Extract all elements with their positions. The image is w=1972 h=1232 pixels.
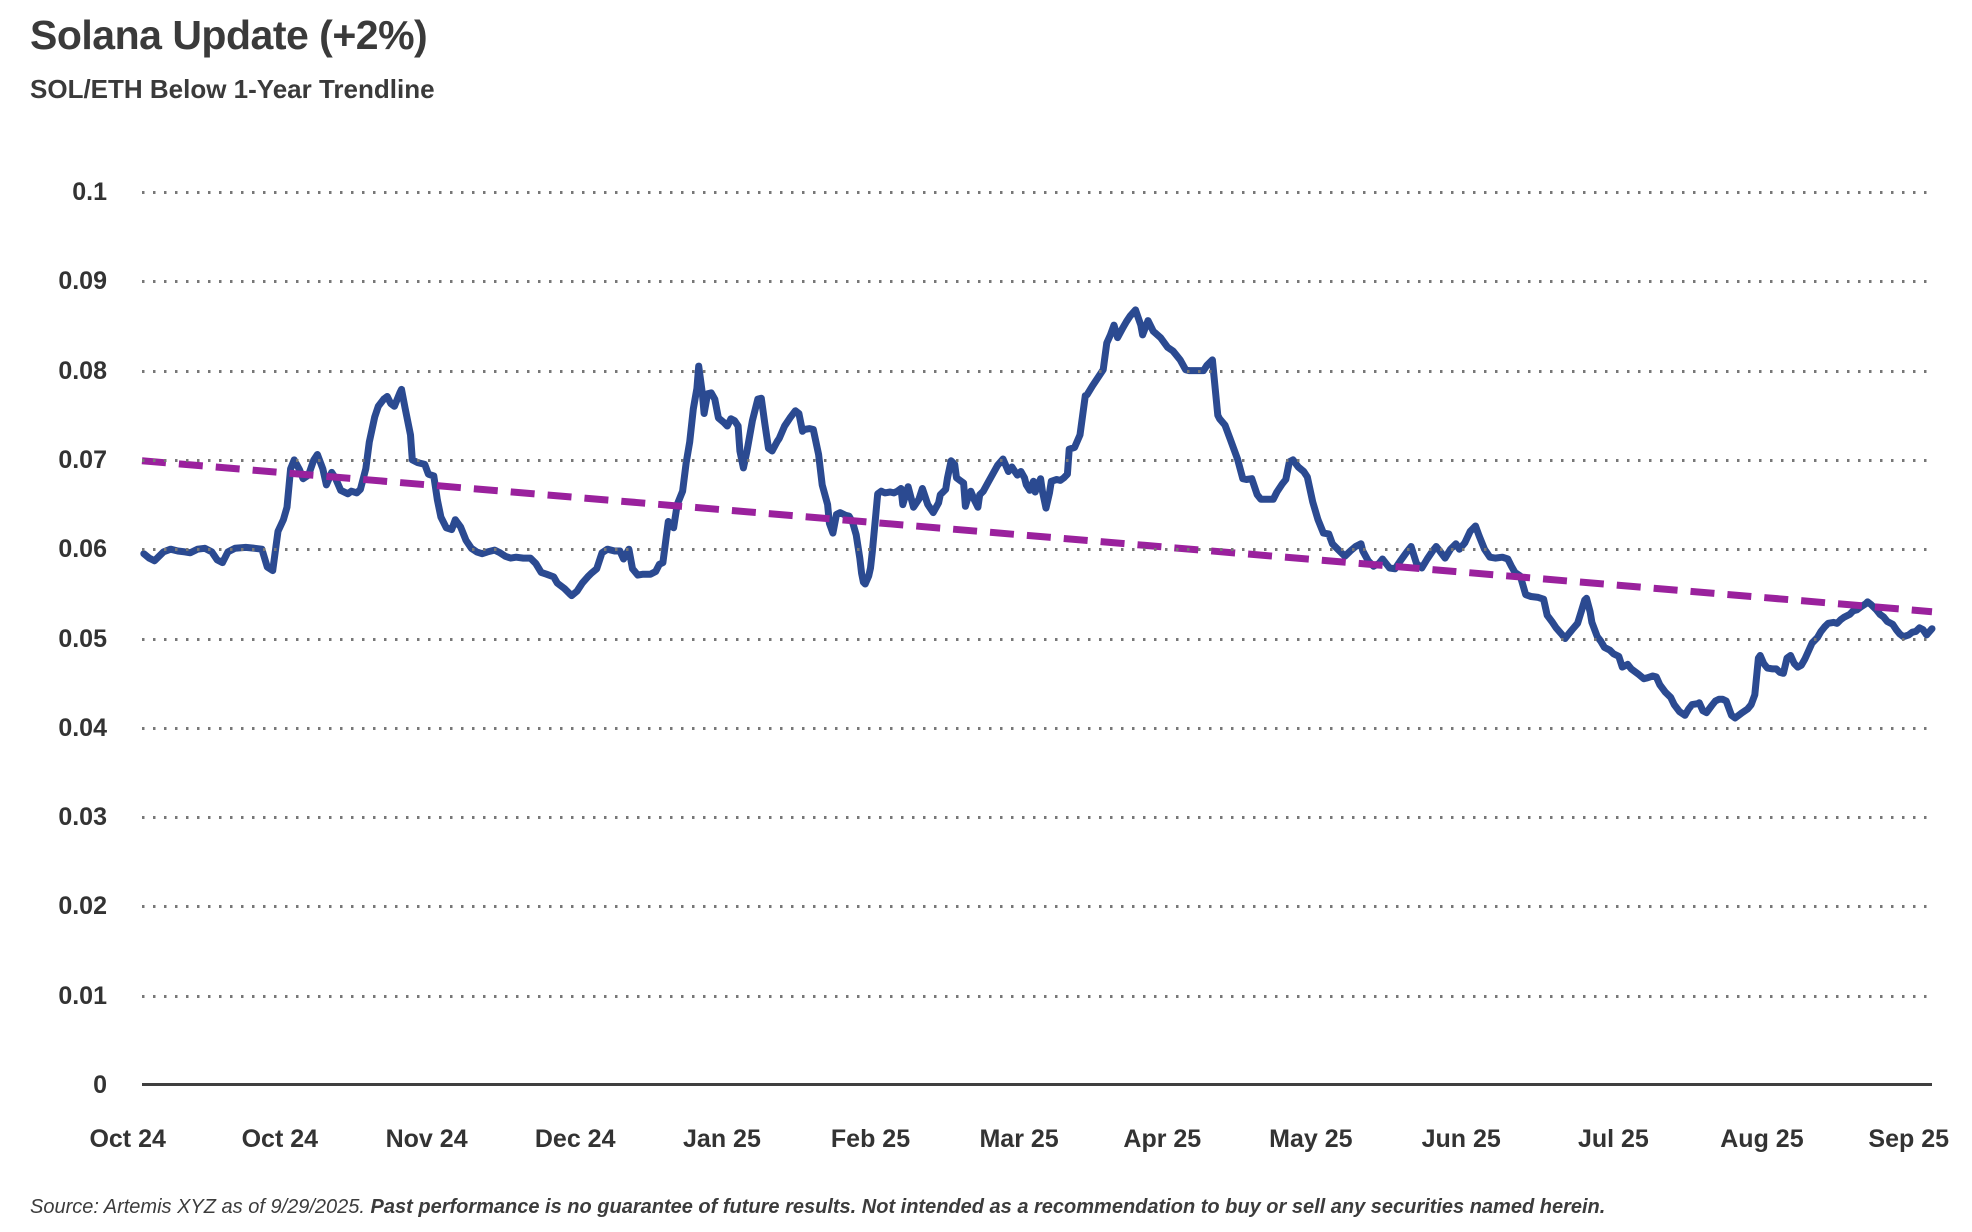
x-tick-label: Nov 24 — [385, 1125, 468, 1153]
x-tick-label: May 25 — [1269, 1125, 1353, 1153]
x-tick-label: Dec 24 — [534, 1125, 616, 1153]
y-tick-label: 0.03 — [58, 803, 107, 832]
gridline — [142, 191, 1932, 194]
gridline — [142, 369, 1932, 373]
trendline-dashed — [141, 457, 1933, 616]
x-tick-label: Apr 25 — [1123, 1125, 1202, 1153]
x-axis-line — [142, 1083, 1932, 1086]
gridline — [142, 458, 1932, 462]
gridline — [142, 905, 1932, 909]
footer-note: Source: Artemis XYZ as of 9/29/2025. Pas… — [30, 1196, 1605, 1219]
x-tick-label: Sep 25 — [1868, 1125, 1950, 1153]
y-tick-label: 0.08 — [58, 356, 107, 385]
page-title: Solana Update (+2%) — [30, 12, 428, 58]
x-tick-label: Jan 25 — [683, 1125, 761, 1153]
plot-area — [140, 191, 1936, 1086]
x-tick-label: Mar 25 — [979, 1125, 1059, 1153]
y-tick-label: 0.1 — [72, 178, 107, 206]
gridline — [142, 548, 1932, 552]
x-tick-label: Oct 24 — [89, 1125, 166, 1153]
gridline — [142, 726, 1932, 730]
x-tick-label: Oct 24 — [241, 1125, 319, 1153]
y-tick-label: 0.06 — [58, 535, 107, 564]
chart-subtitle: SOL/ETH Below 1-Year Trendline — [30, 74, 435, 104]
y-tick-label: 0 — [93, 1071, 107, 1099]
footer-disclaimer: Past performance is no guarantee of futu… — [370, 1196, 1606, 1218]
y-tick-label: 0.01 — [58, 981, 107, 1010]
y-tick-label: 0.02 — [58, 892, 107, 921]
gridline — [142, 280, 1932, 284]
x-tick-label: Jul 25 — [1577, 1125, 1649, 1153]
footer-source: Source: Artemis XYZ as of 9/29/2025. — [30, 1196, 371, 1218]
x-tick-label: Jun 25 — [1421, 1125, 1501, 1153]
y-tick-label: 0.04 — [58, 713, 107, 742]
y-tick-label: 0.05 — [58, 624, 107, 653]
y-tick-label: 0.07 — [58, 445, 107, 474]
x-tick-label: Feb 25 — [830, 1125, 911, 1153]
gridline — [142, 816, 1932, 820]
gridline — [142, 994, 1932, 998]
y-tick-label: 0.09 — [58, 267, 107, 296]
gridline — [142, 637, 1932, 641]
x-tick-label: Aug 25 — [1720, 1125, 1804, 1153]
